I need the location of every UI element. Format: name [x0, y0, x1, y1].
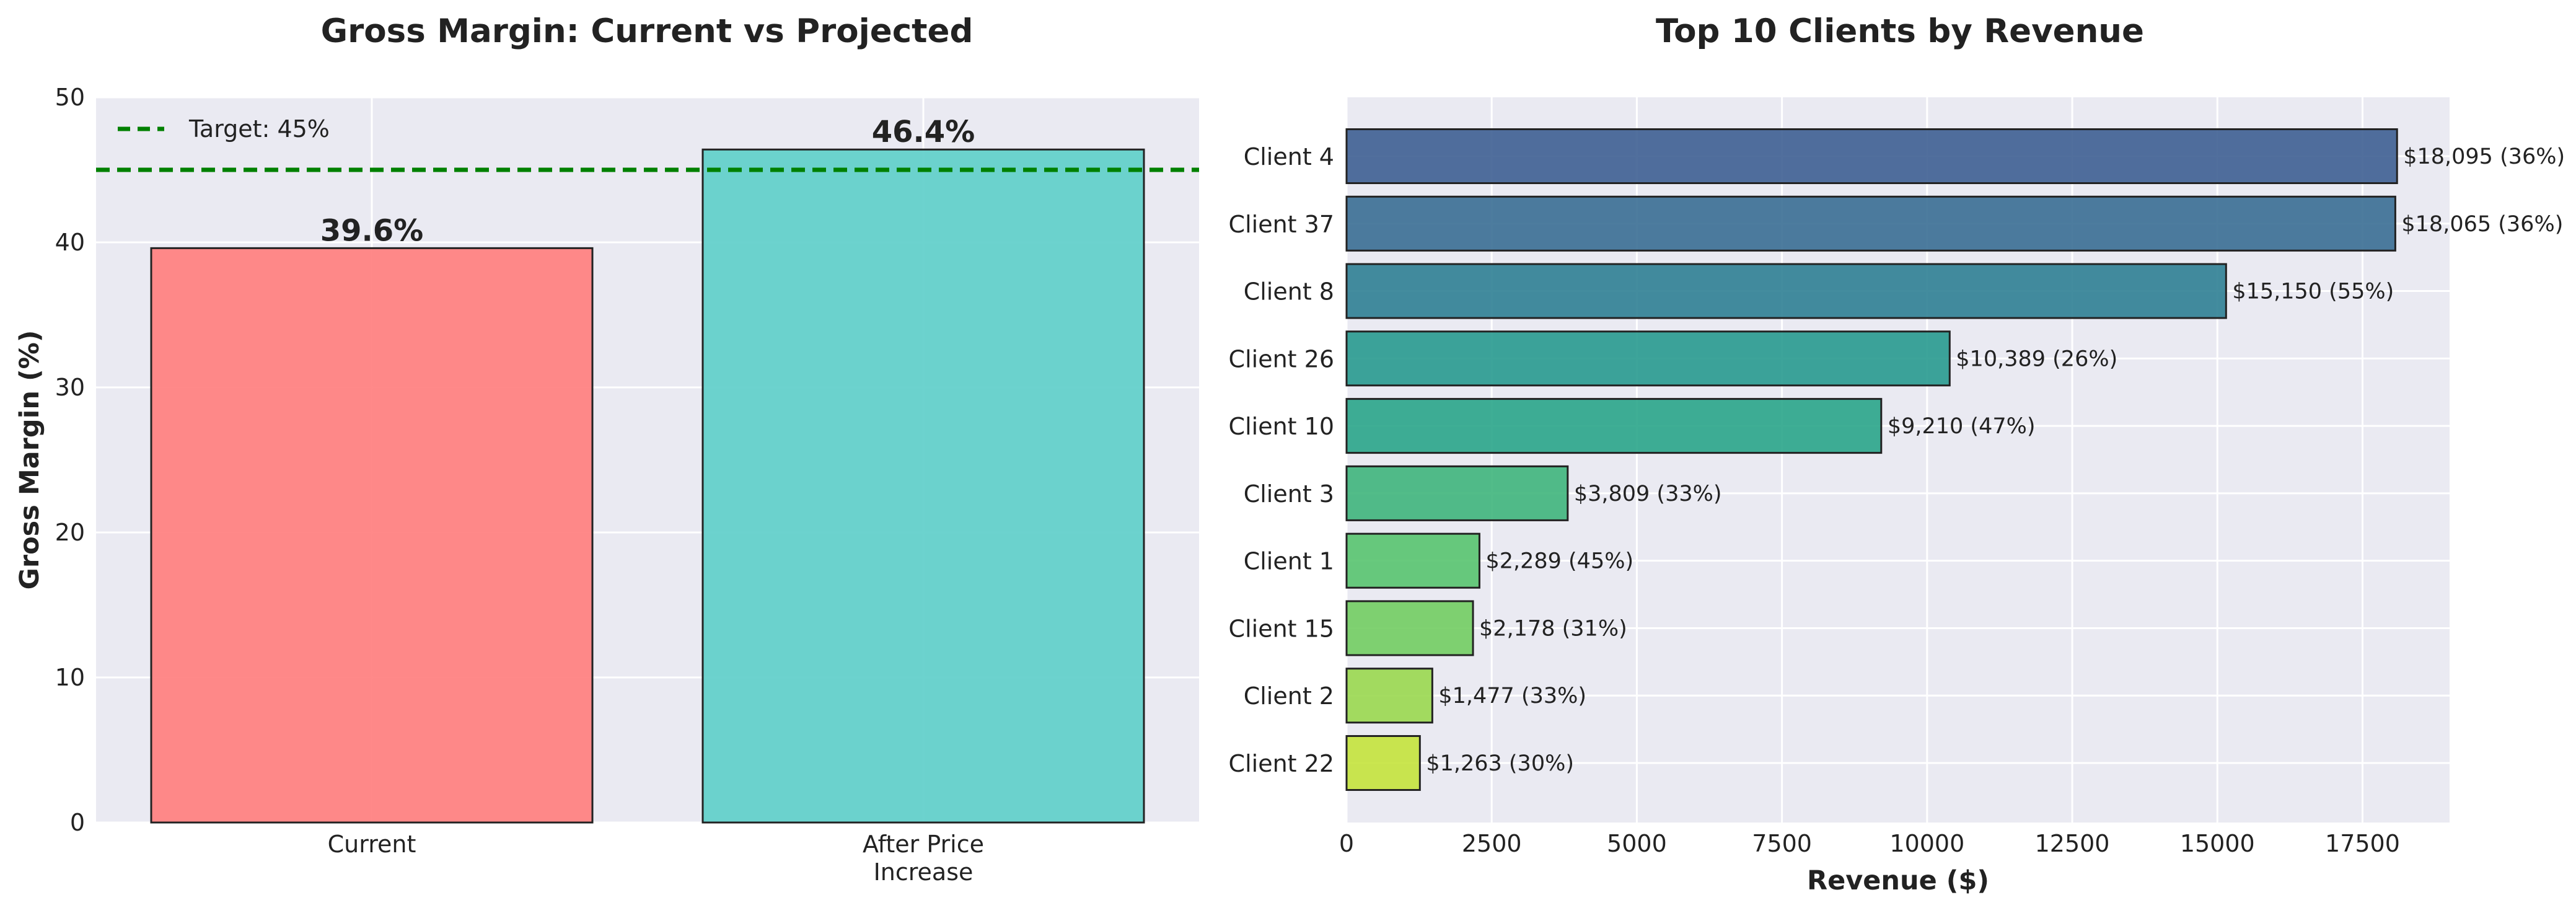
right-bar-value-label: $9,210 (47%): [1888, 414, 2036, 439]
right-x-tick-label: 12500: [2035, 830, 2110, 857]
right-bar: [1345, 263, 2227, 319]
left-y-tick-label: 30: [55, 374, 85, 401]
right-bar-value-label: $18,095 (36%): [2403, 144, 2565, 169]
right-bar: [1345, 668, 1433, 724]
right-y-tick-label: Client 26: [1229, 345, 1334, 373]
right-x-tick-labels: 0 2500 5000 7500 10000 12500 15000 17500: [1339, 830, 2400, 857]
right-y-tick-label: Client 37: [1229, 211, 1334, 238]
legend-target-label: Target: 45%: [188, 115, 330, 143]
right-x-tick-label: 7500: [1752, 830, 1812, 857]
right-x-tick-label: 5000: [1607, 830, 1667, 857]
left-y-tick-label: 50: [55, 84, 85, 111]
left-y-tick-label: 0: [70, 809, 85, 836]
right-bar-value-label: $3,809 (33%): [1574, 482, 1722, 506]
right-bar: [1345, 195, 2396, 252]
right-bar: [1345, 734, 1421, 792]
right-bar: [1345, 532, 1480, 589]
left-y-tick-labels: 0 10 20 30 40 50: [55, 84, 85, 836]
right-bar-value-label: $1,263 (30%): [1426, 751, 1574, 776]
right-y-tick-label: Client 22: [1229, 750, 1334, 777]
right-bar-value-label: $1,477 (33%): [1438, 684, 1586, 708]
right-y-tick-label: Client 8: [1244, 278, 1334, 306]
right-bars: $18,095 (36%) $18,065 (36%) $15,150 (55%) $…: [1345, 128, 2565, 792]
right-x-tick-label: 15000: [2180, 830, 2255, 857]
right-x-tick-label: 2500: [1462, 830, 1522, 857]
right-bar-value-label: $2,178 (31%): [1479, 616, 1627, 641]
right-y-tick-label: Client 2: [1244, 682, 1334, 710]
right-bar-value-label: $15,150 (55%): [2232, 280, 2394, 304]
right-x-tick-label: 0: [1339, 830, 1354, 857]
right-y-tick-labels: Client 4 Client 37 Client 8 Client 26 Client…: [1229, 143, 1334, 777]
right-y-tick-label: Client 1: [1244, 548, 1334, 575]
right-bar: [1345, 330, 1951, 387]
right-bar: [1345, 465, 1569, 521]
left-y-tick-label: 10: [55, 664, 85, 691]
right-bar: [1345, 128, 2398, 185]
right-x-tick-label: 17500: [2325, 830, 2400, 857]
right-y-tick-label: Client 15: [1229, 615, 1334, 642]
left-x-tick-label: Current: [328, 831, 416, 858]
left-y-tick-label: 40: [55, 229, 85, 256]
right-bar-value-label: $18,065 (36%): [2401, 212, 2563, 237]
right-y-tick-label: Client 3: [1244, 480, 1334, 508]
left-bar-value-label: 46.4%: [872, 115, 975, 149]
right-bar-value-label: $2,289 (45%): [1485, 549, 1633, 574]
left-chart-title: Gross Margin: Current vs Projected: [321, 12, 974, 50]
left-x-tick-label: After Price Increase: [863, 831, 984, 886]
right-bar-value-label: $10,389 (26%): [1956, 346, 2117, 371]
left-bar: [150, 247, 594, 824]
right-y-tick-label: Client 10: [1229, 413, 1334, 440]
right-y-tick-label: Client 4: [1244, 143, 1334, 170]
right-bar: [1345, 398, 1883, 454]
gross-margin-chart: Gross Margin: Current vs Projected 39.6%…: [14, 12, 1199, 886]
right-x-axis-label: Revenue ($): [1807, 865, 1989, 896]
left-legend: Target: 45%: [118, 115, 330, 143]
left-bars: 39.6% 46.4%: [150, 115, 1145, 824]
top-clients-chart: Top 10 Clients by Revenue $18,095 (36%)$…: [1229, 12, 2565, 896]
left-bar-value-label: 39.6%: [320, 213, 424, 248]
right-x-tick-label: 10000: [1889, 830, 1964, 857]
right-bar: [1345, 600, 1474, 656]
right-chart-title: Top 10 Clients by Revenue: [1656, 12, 2144, 50]
left-bar: [701, 148, 1145, 824]
left-y-axis-label: Gross Margin (%): [14, 330, 45, 590]
left-x-tick-labels: Current After Price Increase: [328, 831, 984, 886]
left-y-tick-label: 20: [55, 519, 85, 546]
